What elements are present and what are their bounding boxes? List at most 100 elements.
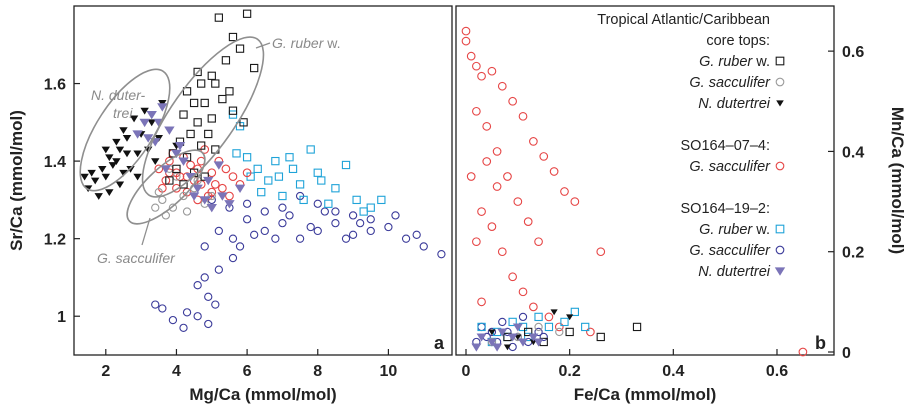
legend-item-label: G. sacculifer: [689, 159, 771, 175]
legend-species: G. sacculifer: [689, 243, 771, 259]
data-point: [503, 344, 512, 351]
data-point: [242, 215, 252, 224]
data-point: [306, 222, 315, 232]
data-point: [207, 71, 216, 80]
data-point: [560, 317, 569, 327]
y-tick-label: 0.2: [842, 245, 864, 262]
data-point: [317, 176, 326, 185]
legend-group-title: Tropical Atlantic/Caribbean: [597, 12, 770, 28]
data-point: [182, 153, 192, 162]
data-point: [199, 196, 210, 205]
data-point: [487, 222, 497, 231]
data-point: [146, 110, 157, 120]
series-so19_dut: [471, 323, 544, 352]
data-point: [210, 180, 220, 189]
data-point: [200, 242, 209, 251]
data-point: [90, 177, 100, 185]
series-so19_sacc: [151, 191, 446, 333]
data-point: [348, 211, 358, 220]
data-point: [204, 129, 213, 139]
data-point: [200, 172, 209, 181]
data-point: [108, 162, 118, 169]
series-ct_dut: [80, 100, 181, 200]
sacculifer-pointer: [141, 217, 151, 246]
data-point: [147, 119, 156, 127]
x-tick-label: 0.4: [662, 363, 684, 380]
annotation-g-ruber: G. ruber w.: [272, 35, 340, 51]
data-point: [228, 172, 238, 181]
data-point: [472, 106, 481, 116]
data-point: [154, 164, 164, 174]
panel-b: 0 0.2 0.4 0.6 0 0.2 0.4 0.6 Fe/Ca (mmol/mol) Mn/C…: [455, 5, 907, 404]
data-point: [115, 146, 125, 154]
data-point: [193, 118, 202, 127]
x-tick-label: 6: [243, 363, 252, 380]
data-point: [492, 182, 502, 191]
data-point: [466, 51, 476, 61]
data-point: [168, 315, 178, 325]
data-point: [288, 164, 298, 174]
data-point: [313, 199, 322, 208]
data-point: [331, 207, 340, 216]
annotation-g-ruber-suffix: w.: [323, 35, 340, 51]
data-point: [518, 287, 528, 297]
y-tick-label: 1.2: [44, 232, 66, 249]
ellipse-g-ruber: [141, 36, 265, 198]
data-point: [221, 56, 231, 65]
data-point: [235, 44, 245, 53]
legend-group-title: SO164–07–4:: [681, 138, 771, 154]
data-point: [204, 319, 213, 329]
data-point: [164, 126, 175, 135]
legend-suffix: w.: [752, 54, 770, 70]
data-point: [482, 157, 492, 166]
series-ct_ruber: [503, 322, 642, 347]
y-tick-label: 1.6: [44, 77, 66, 94]
data-point: [87, 169, 96, 177]
data-point: [171, 149, 182, 159]
data-point: [242, 199, 252, 208]
data-point: [185, 173, 196, 182]
legend-group-title: core tops:: [706, 33, 770, 49]
data-point: [278, 191, 287, 201]
data-point: [570, 307, 579, 317]
data-point: [508, 96, 517, 106]
data-point: [257, 187, 266, 197]
data-point: [182, 207, 192, 216]
data-point: [596, 247, 606, 257]
data-point: [228, 234, 238, 243]
legend-species: N. dutertrei: [698, 264, 770, 280]
legend-group-title: SO164–19–2:: [681, 201, 771, 217]
data-point: [232, 149, 241, 158]
data-point: [476, 333, 487, 342]
data-point: [359, 207, 368, 216]
data-point: [503, 172, 512, 181]
data-point: [193, 281, 202, 290]
data-point: [179, 110, 188, 119]
data-point: [488, 329, 496, 336]
data-point: [566, 314, 574, 321]
data-point: [139, 118, 150, 128]
data-point: [214, 265, 223, 274]
x-tick-label: 2: [101, 363, 110, 380]
data-point: [112, 158, 121, 165]
data-point: [207, 114, 216, 123]
data-point: [242, 168, 252, 178]
data-point: [200, 273, 209, 282]
x-axis-label: Mg/Ca (mmol/mol): [189, 385, 336, 404]
data-point: [193, 67, 202, 77]
legend-item-label: N. dutertrei: [698, 96, 770, 112]
ellipse-n-dutertrei: [79, 68, 171, 192]
data-point: [200, 98, 209, 108]
data-point: [512, 323, 523, 332]
data-point: [391, 211, 400, 220]
data-point: [534, 312, 543, 322]
data-point: [384, 222, 393, 232]
data-point: [419, 242, 428, 251]
data-point: [477, 322, 486, 332]
data-point: [518, 111, 528, 121]
data-point: [529, 137, 538, 146]
data-point: [122, 134, 132, 142]
legend-marker: [775, 224, 785, 234]
data-point: [632, 322, 642, 332]
data-point: [133, 150, 142, 158]
